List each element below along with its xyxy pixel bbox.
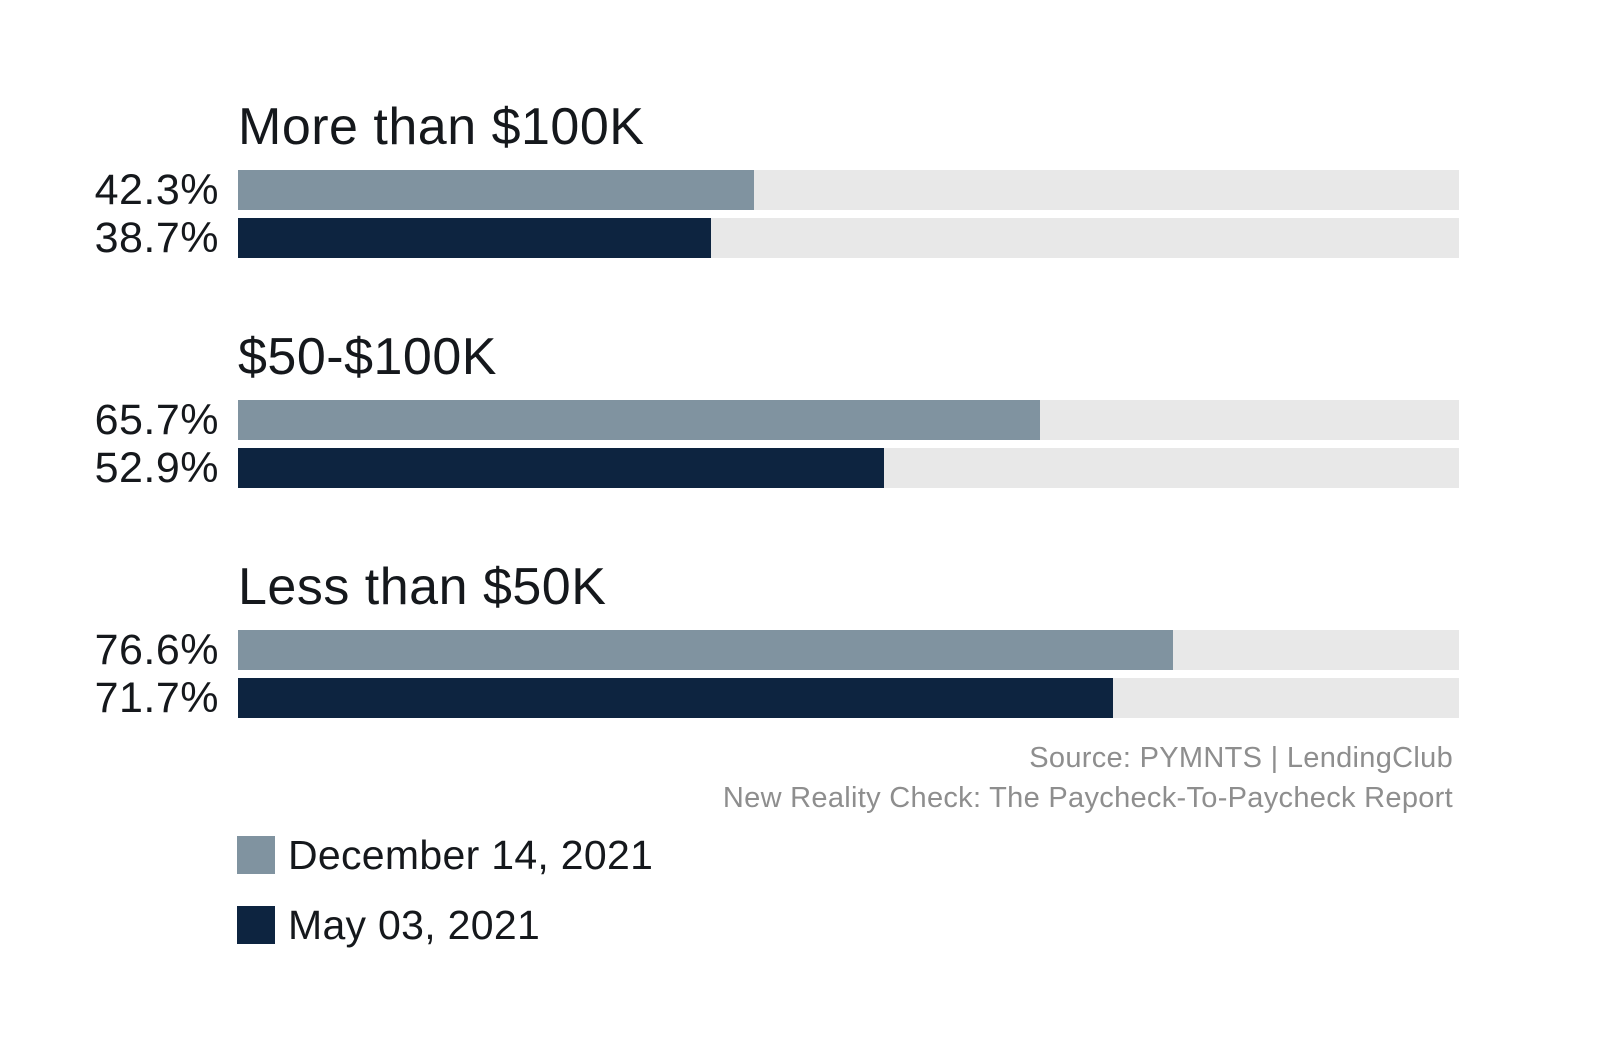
legend-swatch-december <box>237 836 275 874</box>
legend-item-december: December 14, 2021 <box>237 832 653 878</box>
bar-track <box>238 448 1459 488</box>
legend-label: May 03, 2021 <box>288 901 541 948</box>
value-label: 71.7% <box>94 674 219 722</box>
bar-row-may: 71.7% <box>0 674 1459 722</box>
bar-track <box>238 678 1459 718</box>
bar-fill-may <box>238 448 884 488</box>
source-attribution: Source: PYMNTS | LendingClub New Reality… <box>723 738 1453 818</box>
value-label: 76.6% <box>94 626 219 674</box>
legend-swatch-may <box>237 906 275 944</box>
bar-row-may: 52.9% <box>0 444 1459 492</box>
value-label: 65.7% <box>94 396 219 444</box>
bar-row-may: 38.7% <box>0 214 1459 262</box>
bar-track <box>238 170 1459 210</box>
bar-row-dec: 76.6% <box>0 626 1459 674</box>
legend-label: December 14, 2021 <box>288 831 654 878</box>
bar-fill-may <box>238 218 711 258</box>
value-label: 42.3% <box>94 166 219 214</box>
bar-track <box>238 630 1459 670</box>
bar-fill-december <box>238 170 755 210</box>
source-line-2: New Reality Check: The Paycheck-To-Paych… <box>722 782 1453 814</box>
value-label: 52.9% <box>94 444 219 492</box>
bar-row-dec: 42.3% <box>0 166 1459 214</box>
bar-row-dec: 65.7% <box>0 396 1459 444</box>
bar-fill-december <box>238 630 1174 670</box>
bar-fill-may <box>238 678 1114 718</box>
bar-track <box>238 218 1459 258</box>
bar-track <box>238 400 1459 440</box>
category-label: More than $100K <box>238 98 645 156</box>
legend-item-may: May 03, 2021 <box>237 902 653 948</box>
legend: December 14, 2021 May 03, 2021 <box>237 832 653 975</box>
category-label: Less than $50K <box>238 558 607 616</box>
value-label: 38.7% <box>94 214 219 262</box>
source-line-1: Source: PYMNTS | LendingClub <box>1029 742 1453 774</box>
bar-fill-december <box>238 400 1041 440</box>
category-label: $50-$100K <box>238 328 497 386</box>
